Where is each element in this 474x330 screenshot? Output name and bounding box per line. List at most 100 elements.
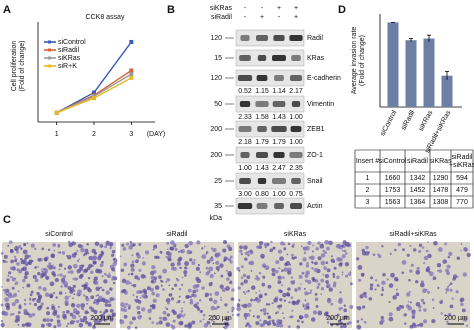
cell <box>279 289 283 294</box>
cell <box>98 318 102 323</box>
cell <box>53 291 56 295</box>
cell <box>178 256 183 261</box>
cell <box>240 253 243 256</box>
cell <box>81 319 85 323</box>
cell <box>283 248 286 251</box>
cell <box>102 317 105 320</box>
cell <box>146 286 151 291</box>
cell <box>281 269 284 272</box>
cell <box>164 306 167 309</box>
cell <box>227 311 229 313</box>
cell <box>189 295 192 298</box>
cell <box>277 280 282 285</box>
cell <box>325 261 329 265</box>
cell <box>407 300 410 303</box>
cell <box>92 325 96 329</box>
cell <box>187 324 192 329</box>
cell <box>197 263 201 267</box>
cell <box>74 277 78 281</box>
cell <box>96 298 100 303</box>
cell <box>144 250 150 255</box>
cell <box>135 259 139 264</box>
cell <box>231 288 235 292</box>
cell <box>29 298 32 301</box>
cell <box>22 249 28 255</box>
cell <box>131 254 134 257</box>
legend-label: siR+K <box>58 63 77 70</box>
cell <box>250 249 253 252</box>
cell <box>125 280 131 285</box>
cell <box>401 271 405 275</box>
cell <box>341 273 344 276</box>
cell <box>37 266 40 268</box>
cell <box>129 321 133 325</box>
cell <box>126 242 130 246</box>
cell <box>18 245 22 249</box>
cell <box>212 320 216 323</box>
cell <box>357 305 362 311</box>
cell <box>263 319 268 325</box>
mw-marker: 15 <box>214 55 222 62</box>
cell <box>380 293 384 297</box>
cell <box>226 277 230 281</box>
cell <box>303 287 306 290</box>
cell <box>16 269 19 271</box>
cell <box>200 309 203 313</box>
cell <box>126 325 131 330</box>
cell <box>189 258 193 262</box>
cell <box>148 317 152 320</box>
cell <box>93 318 99 323</box>
cell <box>45 311 51 316</box>
cell <box>341 249 344 252</box>
cell <box>176 302 178 304</box>
cell <box>264 246 267 249</box>
cell <box>348 321 352 325</box>
cell <box>23 298 27 302</box>
cell <box>24 270 29 276</box>
cell <box>272 321 275 325</box>
cell <box>249 260 255 266</box>
cell <box>336 313 340 317</box>
cell <box>444 242 448 246</box>
blot-strip <box>235 172 305 190</box>
cell <box>150 287 154 292</box>
cell <box>309 289 313 292</box>
cell <box>93 309 98 314</box>
cell <box>460 243 463 245</box>
cell <box>316 285 320 289</box>
band-label: Vimentin <box>307 101 334 108</box>
quant-value: 2.35 <box>289 165 303 172</box>
x-tick-label: siControl <box>379 109 398 137</box>
cell <box>312 310 318 315</box>
cell <box>139 297 142 299</box>
cell <box>201 254 207 259</box>
cell <box>437 286 440 290</box>
cell <box>216 252 221 257</box>
table-cell: 1342 <box>410 175 426 182</box>
cell <box>311 276 315 281</box>
cell <box>165 255 168 258</box>
cell <box>202 318 205 321</box>
cell <box>132 294 135 297</box>
cell <box>437 269 439 272</box>
cell <box>287 270 292 275</box>
cell <box>262 275 266 279</box>
panel-label: D <box>338 4 346 16</box>
cell <box>330 255 333 258</box>
blot-sign: + <box>260 14 264 21</box>
cell <box>246 275 251 279</box>
cell <box>260 253 265 259</box>
cell <box>11 302 16 307</box>
cell <box>30 243 35 248</box>
cell <box>276 311 279 314</box>
cell <box>213 299 218 304</box>
cell <box>203 322 209 328</box>
blot-band <box>238 126 252 132</box>
cell <box>370 276 374 280</box>
cell <box>149 304 153 308</box>
cell <box>364 294 368 299</box>
cell <box>170 266 175 271</box>
cell <box>203 245 206 248</box>
cell <box>101 289 105 292</box>
cell <box>315 247 319 251</box>
